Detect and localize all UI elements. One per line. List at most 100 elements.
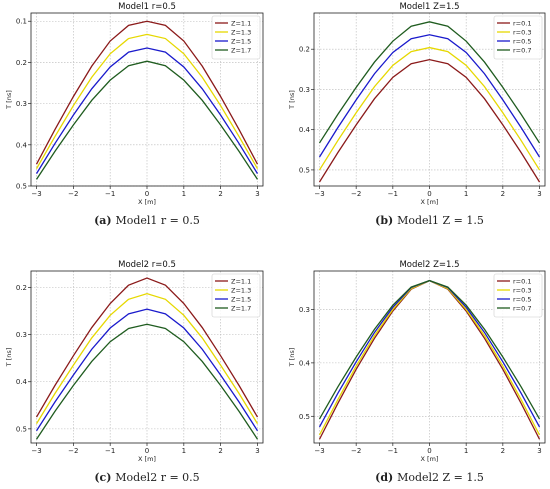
legend-label: r=0.3	[513, 286, 531, 294]
panel-caption: (d) Model2 Z = 1.5	[375, 471, 484, 484]
caption-text: Model2 Z = 1.5	[397, 471, 484, 484]
y-tick-label: 0.5	[16, 183, 27, 191]
y-tick-label: 0.2	[299, 46, 310, 54]
x-tick-label: 0	[427, 190, 431, 198]
series-line-4	[35, 60, 259, 180]
series-line-4	[318, 21, 541, 144]
caption-text: Model1 Z = 1.5	[397, 214, 484, 227]
x-axis-label: X [m]	[421, 198, 439, 206]
x-tick-label: 1	[182, 190, 186, 198]
legend-label: r=0.1	[513, 277, 531, 285]
x-tick-label: 0	[427, 447, 431, 455]
y-tick-label: 0.2	[16, 284, 27, 292]
x-tick-label: −2	[68, 190, 78, 198]
chart-title: Model2 Z=1.5	[399, 260, 459, 270]
legend-label: r=0.7	[513, 46, 531, 54]
series-line-3	[35, 308, 259, 432]
chart-title: Model1 Z=1.5	[399, 2, 459, 12]
caption-label: (a)	[94, 214, 115, 227]
chart-panel-1: Model1 Z=1.5 −3 −2 −1 0 1 2 3 0.2 0.3 0.4 0.5 X [m] T…	[288, 2, 546, 227]
x-tick-label: −3	[314, 190, 324, 198]
y-tick-label: 0.4	[16, 378, 28, 386]
series-line-1	[318, 59, 541, 183]
y-tick-label: 0.4	[299, 126, 311, 134]
x-tick-label: −1	[105, 190, 115, 198]
y-tick-label: 0.5	[299, 166, 310, 174]
y-axis-label: T [ns]	[288, 348, 296, 368]
series-line-1	[35, 277, 259, 418]
series-line-2	[318, 46, 541, 171]
x-tick-label: 0	[145, 447, 149, 455]
legend-box	[493, 15, 543, 60]
caption-label: (b)	[375, 214, 397, 227]
x-tick-label: −3	[31, 447, 41, 455]
y-tick-label: 0.3	[16, 331, 27, 339]
legend-label: Z=1.5	[231, 37, 251, 45]
y-tick-label: 0.3	[299, 306, 310, 314]
legend-label: r=0.3	[513, 28, 531, 36]
x-tick-label: −1	[105, 447, 115, 455]
x-tick-label: −1	[388, 190, 398, 198]
x-tick-label: 2	[218, 190, 222, 198]
legend-label: Z=1.3	[231, 286, 251, 294]
x-tick-label: −2	[68, 447, 78, 455]
x-tick-label: 1	[182, 447, 186, 455]
x-tick-label: 0	[145, 190, 149, 198]
x-tick-label: 2	[501, 447, 505, 455]
caption-label: (d)	[375, 471, 397, 484]
chart-title: Model1 r=0.5	[118, 2, 176, 12]
panel-caption: (a) Model1 r = 0.5	[94, 214, 200, 227]
legend-label: Z=1.7	[231, 304, 251, 312]
legend-label: Z=1.5	[231, 295, 251, 303]
legend-box	[493, 273, 543, 318]
y-tick-label: 0.5	[299, 413, 310, 421]
y-tick-label: 0.4	[16, 141, 28, 149]
caption-label: (c)	[94, 471, 115, 484]
legend-label: Z=1.1	[231, 19, 251, 27]
x-axis-label: X [m]	[138, 455, 156, 463]
series-line-4	[318, 279, 541, 420]
y-axis-label: T [ns]	[5, 90, 13, 110]
y-tick-label: 0.3	[16, 100, 27, 108]
x-tick-label: 3	[255, 190, 259, 198]
caption-text: Model1 r = 0.5	[115, 214, 199, 227]
legend-label: r=0.1	[513, 19, 531, 27]
y-tick-label: 0.3	[299, 86, 310, 94]
x-tick-label: 1	[464, 447, 468, 455]
chart-panel-2: Model2 r=0.5 −3 −2 −1 0 1 2 3 0.2 0.3 0.4 0.5 X [m] T…	[5, 260, 264, 484]
x-tick-label: −1	[388, 447, 398, 455]
x-axis-label: X [m]	[138, 198, 156, 206]
y-tick-label: 0.4	[299, 359, 311, 367]
x-tick-label: −2	[351, 190, 361, 198]
y-tick-label: 0.5	[16, 425, 27, 433]
chart-title: Model2 r=0.5	[118, 260, 176, 270]
y-axis-label: T [ns]	[5, 348, 13, 368]
x-tick-label: −2	[351, 447, 361, 455]
x-tick-label: 2	[218, 447, 222, 455]
chart-panel-3: Model2 Z=1.5 −3 −2 −1 0 1 2 3 0.3 0.4 0.5 X [m] T [n…	[288, 260, 546, 484]
panel-caption: (c) Model2 r = 0.5	[94, 471, 199, 484]
series-line-4	[35, 323, 259, 440]
legend-label: Z=1.7	[231, 46, 251, 54]
panel-caption: (b) Model1 Z = 1.5	[375, 214, 484, 227]
legend-label: Z=1.1	[231, 277, 251, 285]
series-line-1	[35, 20, 259, 165]
series-line-3	[35, 47, 259, 174]
legend-box	[211, 15, 261, 60]
x-axis-label: X [m]	[421, 455, 439, 463]
x-tick-label: 3	[537, 447, 541, 455]
series-line-3	[318, 34, 541, 158]
x-tick-label: −3	[314, 447, 324, 455]
chart-panel-0: Model1 r=0.5 −3 −2 −1 0 1 2 3 0.1 0.2 0.3 0.4 0.5 X […	[5, 2, 264, 227]
x-tick-label: 3	[255, 447, 259, 455]
legend-label: r=0.5	[513, 295, 531, 303]
x-tick-label: 3	[537, 190, 541, 198]
x-tick-label: −3	[31, 190, 41, 198]
series-line-2	[35, 33, 259, 170]
legend-box	[211, 273, 261, 318]
series-line-2	[35, 292, 259, 425]
legend-label: Z=1.3	[231, 28, 251, 36]
x-tick-label: 1	[464, 190, 468, 198]
y-tick-label: 0.2	[16, 59, 27, 67]
